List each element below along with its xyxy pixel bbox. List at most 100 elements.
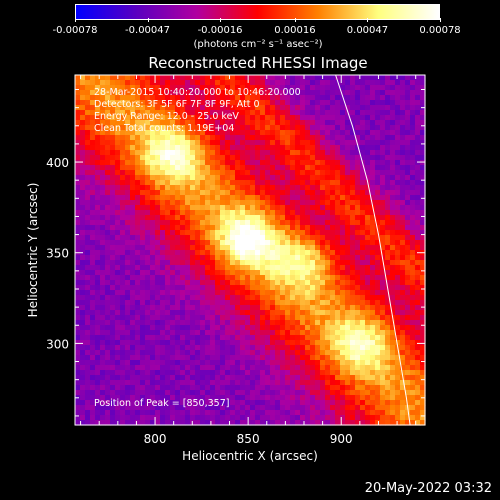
heatmap-cell (340, 320, 346, 326)
heatmap-cell (235, 350, 241, 356)
heatmap-cell (295, 270, 301, 276)
heatmap-cell (125, 420, 131, 426)
heatmap-cell (180, 140, 186, 146)
heatmap-cell (230, 225, 236, 231)
heatmap-cell (340, 175, 346, 181)
heatmap-cell (280, 300, 286, 306)
heatmap-cell (370, 265, 376, 271)
heatmap-cell (260, 145, 266, 151)
heatmap-cell (275, 305, 281, 311)
heatmap-cell (120, 240, 126, 246)
heatmap-cell (245, 245, 251, 251)
heatmap-cell (300, 265, 306, 271)
heatmap-cell (105, 290, 111, 296)
heatmap-cell (190, 115, 196, 121)
heatmap-cell (140, 135, 146, 141)
heatmap-cell (175, 85, 181, 91)
heatmap-cell (340, 395, 346, 401)
heatmap-cell (190, 170, 196, 176)
heatmap-cell (245, 120, 251, 126)
heatmap-cell (190, 405, 196, 411)
heatmap-cell (205, 350, 211, 356)
heatmap-cell (345, 75, 351, 81)
heatmap-cell (80, 415, 86, 421)
heatmap-cell (115, 95, 121, 101)
heatmap-cell (330, 170, 336, 176)
heatmap-cell (410, 130, 416, 136)
heatmap-cell (295, 140, 301, 146)
heatmap-cell (85, 135, 91, 141)
heatmap-cell (115, 225, 121, 231)
heatmap-cell (270, 260, 276, 266)
heatmap-cell (180, 180, 186, 186)
heatmap-cell (75, 150, 81, 156)
heatmap-cell (115, 80, 121, 86)
heatmap-cell (265, 300, 271, 306)
heatmap-cell (105, 325, 111, 331)
heatmap-cell (95, 265, 101, 271)
heatmap-cell (305, 125, 311, 131)
heatmap-cell (185, 270, 191, 276)
heatmap-cell (330, 160, 336, 166)
heatmap-cell (315, 310, 321, 316)
heatmap-cell (305, 180, 311, 186)
heatmap-cell (315, 100, 321, 106)
heatmap-cell (220, 330, 226, 336)
heatmap-cell (160, 330, 166, 336)
heatmap-cell (245, 125, 251, 131)
heatmap-cell (315, 275, 321, 281)
heatmap-cell (250, 135, 256, 141)
heatmap-cell (155, 95, 161, 101)
heatmap-cell (325, 375, 331, 381)
heatmap-cell (170, 410, 176, 416)
heatmap-cell (270, 280, 276, 286)
heatmap-cell (215, 270, 221, 276)
heatmap-cell (220, 185, 226, 191)
heatmap-cell (365, 415, 371, 421)
heatmap-cell (225, 335, 231, 341)
heatmap-cell (230, 370, 236, 376)
heatmap-cell (405, 220, 411, 226)
heatmap-cell (325, 105, 331, 111)
heatmap-cell (395, 140, 401, 146)
heatmap-cell (315, 95, 321, 101)
heatmap-cell (295, 210, 301, 216)
heatmap-cell (160, 275, 166, 281)
heatmap-cell (345, 280, 351, 286)
heatmap-cell (265, 335, 271, 341)
heatmap-cell (280, 255, 286, 261)
heatmap-cell (380, 285, 386, 291)
heatmap-cell (195, 240, 201, 246)
heatmap-cell (185, 365, 191, 371)
heatmap-cell (165, 250, 171, 256)
heatmap-cell (270, 380, 276, 386)
heatmap-cell (255, 150, 261, 156)
heatmap-cell (325, 145, 331, 151)
heatmap-cell (400, 175, 406, 181)
heatmap-cell (380, 360, 386, 366)
heatmap-cell (165, 135, 171, 141)
heatmap-cell (385, 235, 391, 241)
heatmap-cell (375, 320, 381, 326)
heatmap-cell (345, 90, 351, 96)
heatmap-cell (105, 100, 111, 106)
heatmap-cell (320, 175, 326, 181)
heatmap-cell (275, 80, 281, 86)
heatmap-cell (375, 315, 381, 321)
heatmap-cell (295, 125, 301, 131)
heatmap-cell (225, 370, 231, 376)
heatmap-cell (375, 280, 381, 286)
heatmap-cell (390, 110, 396, 116)
colorbar-tick-mark (294, 18, 296, 22)
heatmap-cell (225, 225, 231, 231)
heatmap-cell (365, 190, 371, 196)
heatmap-cell (80, 275, 86, 281)
heatmap-cell (250, 250, 256, 256)
heatmap-cell (350, 250, 356, 256)
heatmap-cell (260, 80, 266, 86)
heatmap-cell (110, 370, 116, 376)
heatmap-cell (400, 255, 406, 261)
heatmap-cell (395, 350, 401, 356)
heatmap-cell (95, 175, 101, 181)
heatmap-cell (250, 285, 256, 291)
